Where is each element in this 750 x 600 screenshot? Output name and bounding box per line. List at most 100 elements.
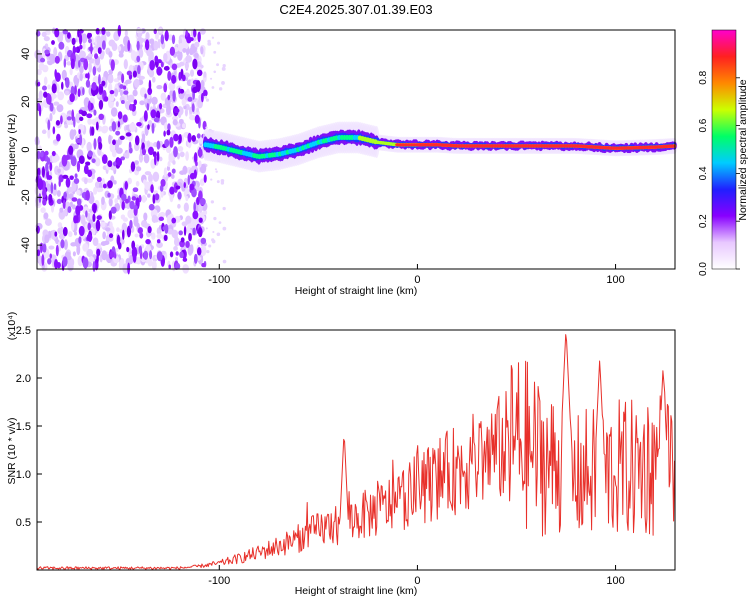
spectrogram-ridge <box>202 121 678 173</box>
snr-y-tick-label: 1.0 <box>16 469 31 481</box>
noise-blob <box>126 246 130 253</box>
noise-blob <box>213 216 217 221</box>
noise-blob <box>127 209 135 219</box>
noise-blob <box>210 77 213 80</box>
noise-blob <box>199 198 206 206</box>
noise-blob <box>169 46 176 56</box>
noise-blob <box>68 193 74 200</box>
noise-blob <box>193 28 197 38</box>
noise-blob <box>79 44 83 50</box>
noise-blob <box>122 85 127 90</box>
noise-blob <box>136 121 142 127</box>
noise-blob <box>49 253 53 259</box>
noise-blob <box>151 232 156 240</box>
noise-blob <box>148 68 155 78</box>
noise-blob <box>128 147 133 154</box>
snr-y-axis: 0.5 1.0 1.5 2.0 2.5 <box>16 325 42 529</box>
noise-blob <box>48 53 55 61</box>
noise-blob <box>211 36 215 39</box>
noise-blob <box>205 227 208 230</box>
noise-blob <box>51 150 56 157</box>
noise-blob <box>77 255 83 267</box>
noise-blob <box>66 116 72 121</box>
noise-blob <box>136 27 143 34</box>
noise-blob <box>96 176 102 183</box>
noise-blob <box>119 84 124 89</box>
noise-blob <box>196 107 200 113</box>
noise-blob <box>221 66 226 71</box>
noise-blob <box>37 81 41 87</box>
noise-blob <box>80 214 86 225</box>
noise-blob <box>158 103 163 110</box>
noise-blob <box>175 251 179 256</box>
noise-blob <box>154 153 157 166</box>
noise-blob <box>183 226 187 236</box>
noise-blob <box>201 262 206 268</box>
noise-blob <box>135 257 142 265</box>
noise-blob <box>126 150 130 159</box>
noise-blob <box>167 123 171 132</box>
noise-blob <box>141 219 148 228</box>
noise-blob <box>218 87 223 91</box>
noise-blob <box>66 61 72 66</box>
noise-blob <box>187 96 193 102</box>
noise-blob <box>76 244 81 256</box>
noise-blob <box>194 41 200 48</box>
noise-blob <box>124 181 129 190</box>
noise-blob <box>163 234 168 242</box>
noise-blob <box>168 264 172 270</box>
noise-blob <box>90 191 94 200</box>
noise-blob <box>35 139 40 145</box>
noise-blob <box>57 168 61 174</box>
noise-blob <box>200 245 207 257</box>
noise-blob <box>210 200 215 204</box>
noise-blob <box>101 50 105 57</box>
noise-blob <box>117 45 122 52</box>
noise-blob <box>170 173 175 179</box>
noise-blob <box>38 62 45 71</box>
noise-blob <box>157 59 162 64</box>
noise-blob <box>207 39 211 44</box>
noise-blob <box>88 256 95 263</box>
noise-blob <box>135 180 140 187</box>
noise-blob <box>65 177 71 188</box>
noise-blob <box>68 231 73 238</box>
noise-blob <box>198 217 203 223</box>
colorbar-tick-label: 0.6 <box>698 118 709 132</box>
noise-blob <box>61 81 64 90</box>
noise-blob <box>173 71 177 76</box>
noise-blob <box>133 216 139 227</box>
noise-blob <box>154 55 159 63</box>
noise-blob <box>198 160 202 168</box>
noise-blob <box>102 183 107 189</box>
noise-blob <box>63 209 68 217</box>
noise-blob <box>89 97 94 103</box>
noise-blob <box>122 217 128 222</box>
snr-x-label: Height of straight line (km) <box>295 585 418 597</box>
noise-blob <box>147 124 150 130</box>
noise-blob <box>55 72 61 82</box>
noise-blob <box>108 51 113 58</box>
noise-blob <box>41 129 47 135</box>
noise-blob <box>114 198 119 204</box>
noise-blob <box>101 250 108 261</box>
noise-blob <box>193 169 197 179</box>
noise-blob <box>50 182 54 195</box>
noise-blob <box>163 167 167 178</box>
noise-blob <box>87 222 91 231</box>
noise-blob <box>147 258 153 267</box>
noise-blob <box>111 42 118 52</box>
noise-blob <box>178 71 182 81</box>
noise-blob <box>144 93 147 99</box>
noise-blob <box>98 113 105 121</box>
noise-blob <box>72 251 76 257</box>
noise-blob <box>93 138 97 150</box>
noise-blob <box>78 236 82 244</box>
noise-blob <box>192 210 199 220</box>
noise-blob <box>191 188 197 198</box>
noise-blob <box>49 162 53 172</box>
noise-blob <box>76 198 82 207</box>
noise-blob <box>131 246 138 259</box>
noise-blob <box>127 227 131 238</box>
noise-blob <box>83 164 89 175</box>
